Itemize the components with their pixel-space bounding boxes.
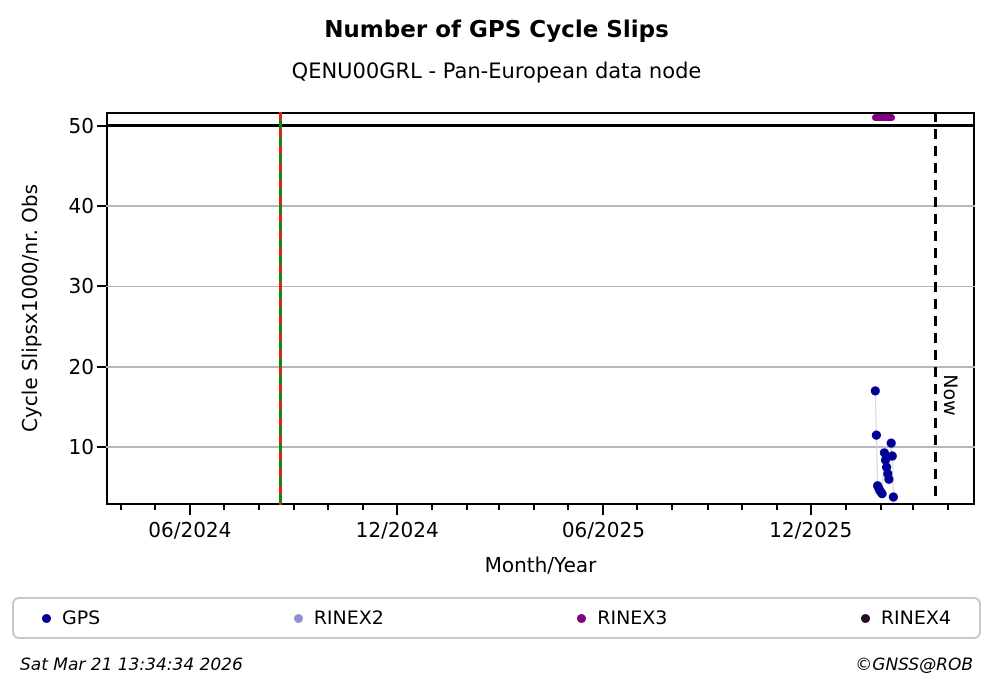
x-axis-minor-tick: [844, 505, 847, 510]
chart-subtitle: QENU00GRL - Pan-European data node: [291, 59, 702, 83]
legend-item-rinex4: RINEX4: [860, 607, 951, 629]
legend-label-rinex3: RINEX3: [597, 607, 668, 629]
legend: GPS RINEX2 RINEX3 RINEX4: [12, 597, 981, 639]
legend-item-rinex2: RINEX2: [293, 607, 384, 629]
x-axis-minor-tick: [946, 505, 949, 510]
x-tick-label: 12/2025: [769, 518, 853, 542]
x-axis-major-tick: [602, 505, 605, 515]
x-axis-minor-tick: [466, 505, 469, 510]
y-axis-label: Cycle Slipsx1000/nr. Obs: [18, 183, 42, 433]
x-tick-label: 12/2024: [355, 518, 439, 542]
y-tick-label: 10: [68, 435, 94, 460]
x-axis-minor-tick: [775, 505, 778, 510]
x-axis-minor-tick: [809, 505, 812, 510]
x-axis-major-tick: [188, 505, 191, 515]
legend-item-rinex3: RINEX3: [577, 607, 667, 629]
x-axis-minor-tick: [188, 505, 191, 510]
rinex2-marker-icon: [293, 613, 303, 623]
x-axis-minor-tick: [706, 505, 709, 510]
rinex4-marker-icon: [860, 613, 870, 623]
legend-label-rinex4: RINEX4: [880, 607, 951, 629]
legend-item-gps: GPS: [42, 607, 100, 629]
x-axis-minor-tick: [567, 505, 570, 510]
x-axis-minor-tick: [533, 505, 536, 510]
x-axis-minor-tick: [222, 505, 225, 510]
chart-title: Number of GPS Cycle Slips: [324, 17, 669, 43]
x-axis-minor-tick: [431, 505, 434, 510]
x-axis-minor-tick: [636, 505, 639, 510]
x-axis-minor-tick: [879, 505, 882, 510]
x-axis-minor-tick: [740, 505, 743, 510]
y-axis-tick: [97, 205, 106, 208]
x-axis-major-tick: [396, 505, 399, 515]
x-tick-label: 06/2024: [148, 518, 232, 542]
y-tick-label: 50: [68, 113, 94, 138]
x-axis-minor-tick: [362, 505, 365, 510]
x-axis-major-tick: [809, 505, 812, 515]
x-tick-label: 06/2025: [561, 518, 645, 542]
x-axis-minor-tick: [671, 505, 674, 510]
gps-marker-icon: [42, 613, 51, 623]
x-axis-minor-tick: [257, 505, 260, 510]
x-axis-minor-tick: [396, 505, 399, 510]
x-axis-minor-tick: [498, 505, 501, 510]
x-axis-minor-tick: [602, 505, 605, 510]
y-axis-tick: [97, 285, 106, 288]
x-axis-label: Month/Year: [484, 553, 597, 577]
y-axis-tick: [97, 446, 106, 449]
y-axis-tick: [97, 124, 106, 127]
x-axis-minor-tick: [119, 505, 122, 510]
copyright-credit: ©GNSS@ROB: [855, 655, 973, 675]
x-axis-minor-tick: [153, 505, 156, 510]
legend-label-rinex2: RINEX2: [313, 607, 384, 629]
legend-label-gps: GPS: [62, 607, 101, 629]
y-axis-tick: [97, 365, 106, 368]
rinex3-marker-icon: [577, 613, 587, 623]
x-axis-minor-tick: [327, 505, 330, 510]
plot-area: [106, 112, 975, 505]
plot-timestamp: Sat Mar 21 13:34:34 2026: [20, 655, 243, 675]
x-axis-minor-tick: [911, 505, 914, 510]
x-axis-minor-tick: [293, 505, 296, 510]
